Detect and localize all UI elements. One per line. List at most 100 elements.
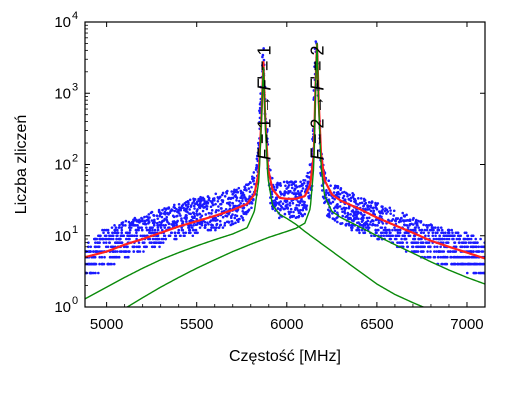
- data-point: [307, 175, 310, 179]
- data-point: [168, 226, 171, 229]
- data-point: [191, 216, 195, 220]
- data-point: [333, 209, 337, 213]
- data-point: [406, 245, 409, 249]
- data-point: [470, 255, 474, 259]
- data-point: [191, 202, 194, 205]
- data-point: [124, 250, 128, 253]
- data-point: [101, 228, 104, 232]
- data-point: [219, 223, 223, 227]
- data-point: [288, 216, 292, 219]
- data-point: [357, 197, 360, 200]
- data-point: [308, 163, 312, 166]
- data-point: [114, 226, 118, 229]
- data-point: [477, 245, 481, 249]
- data-point: [284, 204, 288, 207]
- fit-curve-line: [85, 43, 485, 260]
- data-point: [473, 241, 477, 244]
- data-point: [301, 214, 304, 217]
- data-point: [123, 255, 127, 259]
- component-curve-line-3: [125, 42, 485, 307]
- data-point: [204, 223, 207, 227]
- data-point: [446, 241, 450, 244]
- data-point: [440, 228, 444, 232]
- data-point: [438, 234, 441, 238]
- data-point: [127, 255, 130, 259]
- data-point: [305, 184, 308, 188]
- data-point: [156, 217, 160, 220]
- data-point: [156, 234, 160, 238]
- data-point: [434, 237, 438, 241]
- data-point: [248, 180, 252, 184]
- data-point: [405, 213, 408, 217]
- annotation-layer: F = 1 → F' = 1F = 2 → F' = 2: [254, 46, 327, 161]
- data-point: [229, 197, 233, 201]
- data-point: [198, 226, 202, 229]
- data-point: [234, 221, 237, 225]
- data-point: [361, 219, 365, 222]
- data-point: [415, 245, 418, 249]
- data-point: [454, 231, 458, 235]
- data-point: [405, 224, 409, 227]
- data-point: [387, 228, 390, 232]
- data-point: [273, 199, 277, 202]
- data-point: [240, 191, 243, 194]
- data-point: [129, 226, 133, 229]
- data-point: [172, 222, 176, 225]
- data-point: [200, 199, 203, 202]
- data-point: [209, 205, 213, 209]
- data-point: [115, 237, 118, 241]
- data-point: [419, 237, 422, 241]
- data-point: [294, 180, 298, 183]
- data-point: [139, 234, 143, 238]
- data-point: [341, 196, 345, 200]
- data-point: [87, 245, 90, 249]
- data-point: [172, 215, 176, 219]
- data-point: [299, 191, 302, 195]
- data-point: [427, 234, 430, 238]
- data-point: [288, 181, 291, 184]
- data-point: [478, 262, 482, 266]
- data-point: [188, 212, 191, 215]
- data-point: [370, 200, 374, 204]
- data-point: [261, 55, 264, 59]
- data-point: [362, 231, 365, 235]
- data-point: [217, 205, 220, 208]
- data-point: [97, 245, 101, 249]
- data-point: [252, 176, 256, 180]
- data-point: [382, 234, 386, 238]
- data-point: [278, 216, 281, 220]
- data-point: [446, 231, 450, 235]
- data-point: [419, 245, 422, 249]
- data-point: [298, 201, 302, 205]
- data-point: [166, 212, 170, 216]
- data-point: [343, 198, 347, 202]
- data-point: [109, 237, 113, 241]
- data-point: [425, 228, 429, 232]
- data-point: [103, 237, 107, 241]
- data-point: [406, 226, 410, 229]
- data-point: [432, 255, 436, 259]
- data-point: [376, 224, 379, 227]
- data-point: [108, 255, 112, 259]
- data-point: [232, 204, 235, 208]
- data-point: [241, 210, 245, 213]
- data-point: [119, 250, 123, 253]
- data-point: [224, 208, 228, 211]
- data-point: [472, 271, 476, 275]
- data-point: [252, 171, 256, 174]
- data-point: [106, 245, 110, 249]
- data-point: [292, 210, 295, 214]
- data-point: [467, 262, 471, 266]
- data-point: [193, 207, 196, 210]
- data-point: [107, 231, 110, 235]
- transition-label-part: ' = 2: [308, 46, 328, 80]
- data-point: [335, 191, 339, 195]
- data-point: [430, 224, 433, 227]
- data-point: [392, 209, 396, 213]
- data-point: [253, 182, 256, 186]
- data-point: [148, 237, 152, 241]
- data-point: [353, 200, 356, 203]
- data-point: [186, 205, 190, 209]
- data-point: [282, 207, 285, 210]
- data-point: [295, 185, 299, 189]
